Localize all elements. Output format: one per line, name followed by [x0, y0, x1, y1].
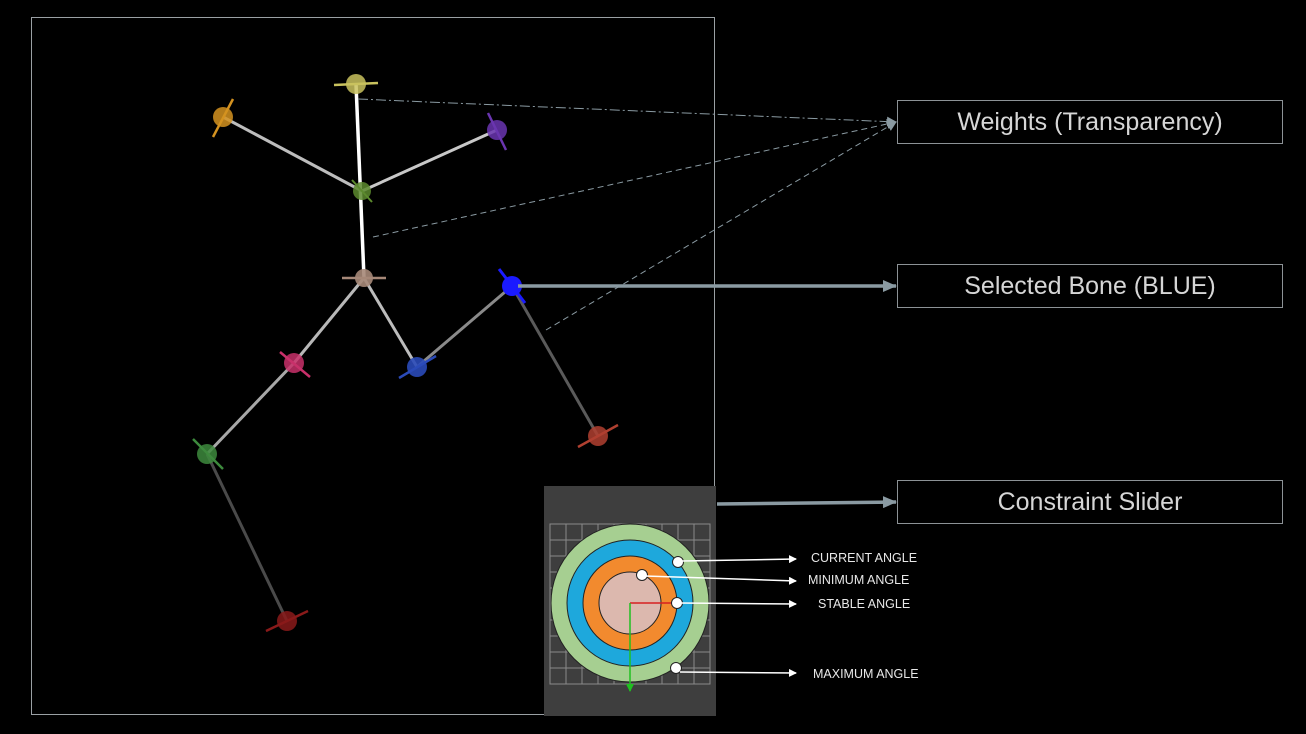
constraint-slider-callout: Constraint Slider: [897, 480, 1283, 524]
bone-right-lower: [510, 285, 600, 437]
handle-stable[interactable]: [671, 597, 683, 609]
joint-hip[interactable]: [342, 269, 386, 287]
pointer-weights-head: [357, 98, 897, 127]
weights-callout: Weights (Transparency): [897, 100, 1283, 144]
joint-right-hand[interactable]: [486, 112, 508, 151]
bone-right-shin: [416, 284, 513, 369]
maximum-angle-label: MAXIMUM ANGLE: [813, 667, 919, 681]
axis-y-arrow: [626, 684, 634, 692]
joint-head[interactable]: [333, 74, 379, 94]
callout-pointers: [357, 98, 897, 509]
handle-minimum[interactable]: [636, 569, 648, 581]
bone-left-lower: [205, 453, 289, 622]
constraint-slider-panel[interactable]: [544, 486, 716, 716]
bone-right-arm: [361, 128, 498, 193]
stable-angle-label: STABLE ANGLE: [818, 597, 911, 611]
bones: [205, 83, 600, 622]
pointer-weights-spine: [372, 119, 897, 238]
joint-left-knee[interactable]: [279, 351, 311, 378]
constraint-slider[interactable]: [544, 486, 716, 716]
selected-bone-callout: Selected Bone (BLUE): [897, 264, 1283, 308]
joints: [192, 74, 619, 633]
handle-maximum[interactable]: [670, 662, 682, 674]
skeleton-viewport[interactable]: [31, 17, 715, 715]
current-angle-label: CURRENT ANGLE: [811, 551, 918, 565]
bone-left-shin: [205, 361, 296, 456]
bone-spine: [354, 83, 366, 279]
minimum-angle-label: MINIMUM ANGLE: [808, 573, 910, 587]
joint-right-foot[interactable]: [577, 423, 619, 449]
joint-selected[interactable]: [497, 268, 527, 304]
joint-left-hand[interactable]: [211, 98, 235, 138]
bone-right-thigh: [362, 277, 419, 368]
bone-left-arm: [222, 115, 363, 193]
joint-right-knee[interactable]: [398, 354, 437, 380]
joint-left-ankle[interactable]: [192, 438, 224, 470]
bone-left-thigh: [292, 277, 366, 364]
pointer-constraint-slider: [716, 496, 897, 509]
joint-chest[interactable]: [351, 179, 373, 203]
handle-current[interactable]: [672, 556, 684, 568]
pointer-weights-leg: [545, 121, 897, 331]
joint-left-foot[interactable]: [265, 609, 309, 633]
